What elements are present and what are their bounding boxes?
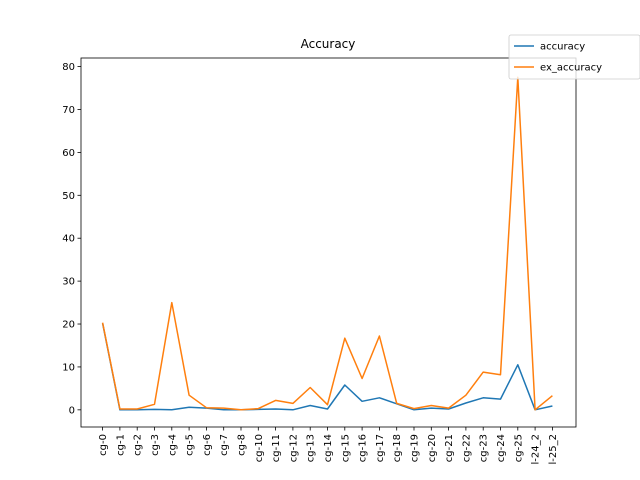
chart-title: Accuracy [301,37,356,51]
series-line-accuracy [101,323,553,411]
x-tick-label: cg-22 [461,434,472,462]
series-line-ex_accuracy [101,76,553,411]
x-tick-label: cg-4 [167,434,178,456]
x-tick-label: cg-21 [444,434,455,462]
x-tick-label: cg-11 [271,434,282,462]
x-tick-label: cg-3 [150,434,161,456]
y-tick-label: 40 [62,234,75,245]
y-tick-label: 50 [62,191,75,202]
y-tick-label: 60 [62,148,75,159]
x-tick-label: cg-18 [392,434,403,462]
x-tick-label: cg-0 [98,434,109,456]
x-tick-label: cg-16 [358,434,369,462]
y-tick-label: 0 [69,405,75,416]
x-tick-label: cg-6 [202,434,213,456]
plot-frame [80,57,577,428]
x-tick-label: cg-2 [133,434,144,456]
legend: accuracy ex_accuracy [508,34,640,80]
y-tick-label: 30 [62,277,75,288]
x-tick-label: l-25_2 [548,434,559,464]
x-tick-label: cg-12 [288,434,299,462]
y-tick-label: 80 [62,62,75,73]
x-tick-label: cg-8 [237,434,248,456]
x-tick-label: cg-24 [496,434,507,462]
x-tick-label: cg-1 [115,434,126,456]
x-tick-label: cg-19 [410,434,421,462]
plot-area: 0 10 20 30 40 50 60 70 80 cg-0 cg-1 cg-2 cg-3 cg-4 cg-… [62,62,559,464]
x-tick-label: cg-13 [306,434,317,462]
x-tick-label: cg-20 [427,434,438,462]
y-tick-label: 70 [62,105,75,116]
x-tick-label: cg-5 [185,434,196,456]
x-tick-label: cg-15 [340,434,351,462]
x-tick-label: cg-17 [375,434,386,462]
x-tick-label: l-24_2 [531,434,542,464]
y-tick-label: 10 [62,362,75,373]
x-tick-label: cg-23 [479,434,490,462]
y-tick-label: 20 [62,320,75,331]
legend-box [508,34,640,80]
legend-label-ex_accuracy: ex_accuracy [540,63,602,74]
x-tick-label: cg-14 [323,434,334,462]
x-tick-label: cg-10 [254,434,265,462]
x-tick-label: cg-7 [219,434,230,456]
x-tick-label: cg-25 [513,434,524,462]
legend-label-accuracy: accuracy [540,42,585,53]
